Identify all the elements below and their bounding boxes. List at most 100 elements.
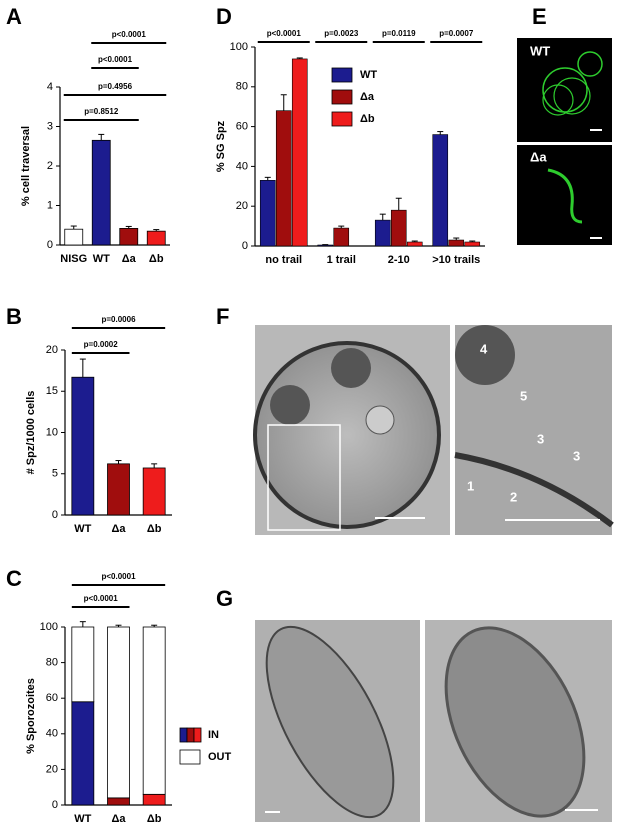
image-label: 5 [520,388,527,403]
bar [464,241,481,247]
x-tick-label: WT [74,523,91,535]
image-label: 1 [467,478,474,493]
bar-segment [107,626,130,799]
bar [333,227,350,247]
bar [119,228,139,246]
legend-swatch [179,727,188,743]
y-tick-label: 40 [236,160,248,172]
y-tick-label: 20 [46,344,58,356]
legend-swatch [331,89,353,105]
x-tick-label: WT [93,253,110,265]
y-tick-label: 100 [230,41,248,53]
bar-segment [71,626,95,703]
panel-letter: C [6,566,22,591]
legend-swatch [331,111,353,127]
bar [432,134,449,247]
legend-label: Δa [360,91,375,103]
significance-label: p<0.0001 [112,30,147,39]
significance-label: p=0.0023 [324,29,359,38]
panel-letter: A [6,4,22,29]
y-axis-label: # Spz/1000 cells [25,391,37,475]
y-axis-label: % Sporozoites [25,678,37,754]
y-tick-label: 4 [47,81,53,93]
significance-label: p=0.0006 [101,315,136,324]
image-label: WT [530,43,550,58]
y-tick-label: 80 [46,657,58,669]
legend-swatch [186,727,195,743]
panel-letter: B [6,304,22,329]
legend-label: WT [360,69,377,81]
y-tick-label: 80 [236,81,248,93]
image-label: Δa [530,149,547,164]
bar-segment [142,793,166,806]
x-tick-label: Δb [147,523,162,535]
bar [64,228,84,246]
y-tick-label: 1 [47,199,53,211]
y-axis-label: % SG Spz [215,120,227,172]
legend-label: OUT [208,751,232,763]
y-tick-label: 0 [47,239,53,251]
y-tick-label: 60 [236,121,248,133]
x-tick-label: NISG [60,253,87,265]
y-tick-label: 20 [236,200,248,212]
bar [275,110,292,247]
em-images-f: 4 5 3 3 1 2 [253,325,614,535]
x-tick-label: Δa [111,523,126,535]
bar [406,241,423,247]
bar [91,139,111,246]
x-tick-label: >10 trails [432,254,480,266]
fluorescence-images: WT Δa [517,38,612,245]
x-tick-label: WT [74,813,91,825]
legend-swatch [193,727,202,743]
y-tick-label: 2 [47,160,53,172]
bar [291,58,308,247]
y-tick-label: 20 [46,763,58,775]
significance-label: p=0.0002 [84,340,119,349]
legend-label: IN [208,729,219,741]
y-tick-label: 10 [46,426,58,438]
x-tick-label: Δa [111,813,126,825]
panel-letter: D [216,4,232,29]
significance-label: p=0.8512 [84,107,119,116]
x-tick-label: Δa [122,253,137,265]
x-tick-label: Δb [147,813,162,825]
significance-label: p=0.0007 [439,29,474,38]
bar [390,209,407,247]
y-tick-label: 15 [46,385,58,397]
bar [107,463,130,516]
bar [146,230,166,246]
image-label: 3 [537,431,544,446]
y-tick-label: 0 [242,240,248,252]
y-tick-label: 100 [40,621,58,633]
y-tick-label: 0 [52,799,58,811]
bar [448,239,465,247]
x-tick-label: 2-10 [388,254,410,266]
bar [317,244,334,247]
legend-swatch [179,749,201,765]
x-tick-label: Δb [149,253,164,265]
panel-letter: G [216,586,233,611]
bar-segment [107,797,130,806]
x-tick-label: 1 trail [327,254,356,266]
bar-segment [71,701,95,806]
bar [142,467,166,516]
y-tick-label: 5 [52,468,58,480]
significance-label: p<0.0001 [101,572,136,581]
bar [374,219,391,247]
significance-label: p=0.0119 [382,29,416,38]
image-label: 3 [573,448,580,463]
image-label: 4 [480,341,488,356]
em-images-g [255,620,612,822]
panel-letter: E [532,4,547,29]
panel-letter: F [216,304,229,329]
bar [71,376,95,516]
y-axis-label: % cell traversal [20,126,32,206]
significance-label: p<0.0001 [267,29,302,38]
bar-segment [142,626,166,795]
image-label: 2 [510,489,517,504]
legend-swatch [331,67,353,83]
significance-label: p=0.4956 [98,82,133,91]
bar [259,180,276,247]
